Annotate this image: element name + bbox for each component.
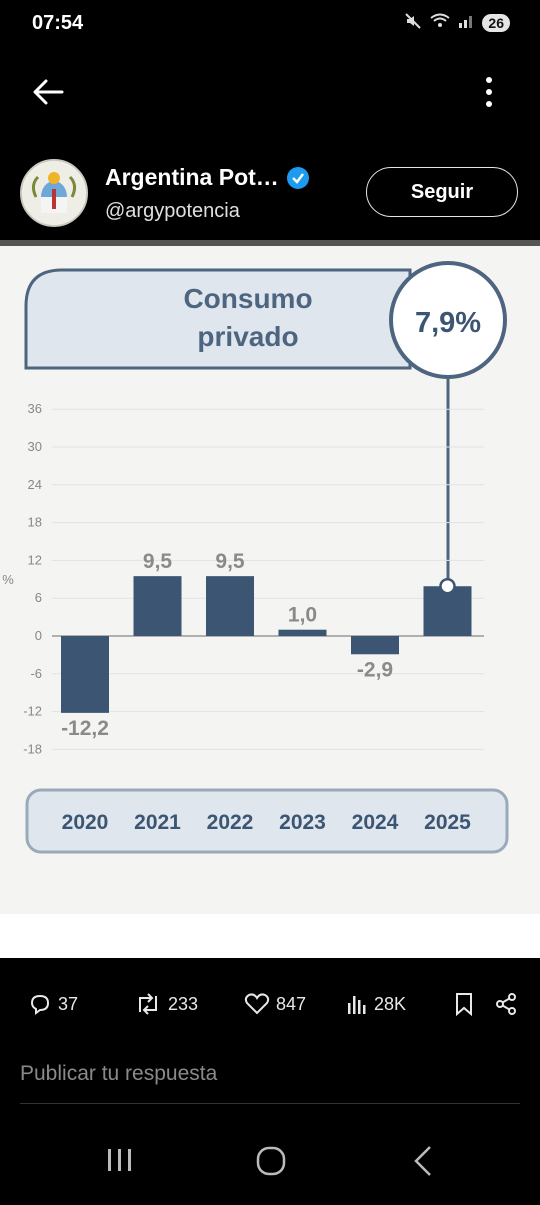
more-options-button[interactable]: [470, 72, 508, 112]
avatar[interactable]: [20, 159, 88, 227]
y-axis-label: %: [2, 572, 14, 587]
x-tick-label: 2024: [352, 811, 399, 834]
data-label-2021: 9,5: [143, 550, 173, 573]
author-handle[interactable]: @argypotencia: [105, 200, 240, 222]
author-name[interactable]: Argentina Pot…: [105, 164, 309, 191]
bookmark-button[interactable]: [454, 984, 474, 1024]
reply-icon: [30, 994, 50, 1015]
y-tick-label: 24: [28, 477, 42, 492]
post-image[interactable]: Consumo privado 7,9% 36 30 24 18 12 6 0 -6 -12 -1…: [0, 240, 540, 920]
status-time: 07:54: [32, 12, 84, 34]
more-dot-icon: [486, 77, 492, 83]
x-tick-label: 2022: [207, 811, 254, 834]
coat-of-arms-icon: [23, 162, 85, 224]
like-button[interactable]: 847: [244, 984, 306, 1024]
data-label-2022: 9,5: [215, 550, 245, 573]
views-count: 28K: [374, 993, 407, 1014]
post-actions: 37 233 847 28K: [0, 984, 540, 1024]
data-label-2023: 1,0: [288, 604, 317, 627]
highlight-value: 7,9%: [415, 307, 481, 339]
home-icon[interactable]: [256, 1146, 286, 1176]
highlight-circle: [389, 261, 507, 379]
follow-button[interactable]: Seguir: [366, 167, 518, 217]
y-tick-label: 6: [35, 590, 42, 605]
heart-icon: [244, 993, 270, 1015]
image-bottom-strip: [0, 914, 540, 958]
status-icons: 26: [404, 12, 510, 34]
y-tick-label: 36: [28, 401, 42, 416]
views-button[interactable]: 28K: [346, 984, 406, 1024]
y-tick-label: -6: [30, 666, 42, 681]
share-icon: [496, 993, 516, 1015]
bar-2024: [351, 636, 399, 655]
repost-button[interactable]: 233: [134, 984, 198, 1024]
x-axis-panel: [25, 788, 509, 854]
data-label-2020: -12,2: [61, 717, 109, 740]
bar-2025: [423, 586, 472, 636]
y-tick-label: 0: [35, 628, 42, 643]
y-tick-label: 30: [28, 439, 42, 454]
share-button[interactable]: [494, 984, 518, 1024]
x-tick-label: 2025: [424, 811, 471, 834]
reply-count: 37: [58, 993, 79, 1014]
bookmark-icon: [456, 993, 472, 1016]
reply-divider: [20, 1103, 520, 1104]
x-tick-label: 2023: [279, 811, 326, 834]
reply-button[interactable]: 37: [28, 984, 78, 1024]
title-banner: [24, 268, 412, 370]
repost-count: 233: [168, 993, 199, 1014]
nav-back-icon[interactable]: [414, 1146, 431, 1176]
bar-2022: [206, 576, 254, 636]
more-dot-icon: [486, 101, 492, 107]
mute-icon: [404, 12, 422, 34]
image-border: [0, 240, 540, 246]
data-label-2024: -2,9: [357, 658, 393, 681]
chart-title-line-2: privado: [197, 321, 298, 352]
bar-2020: [61, 636, 109, 713]
recent-apps-icon[interactable]: [108, 1149, 131, 1171]
highlight-marker: [439, 577, 456, 595]
bar-2023: [278, 629, 327, 636]
back-button[interactable]: [28, 74, 68, 110]
y-tick-label: 18: [28, 515, 42, 530]
x-tick-label: 2020: [62, 811, 109, 834]
back-arrow-icon: [33, 79, 64, 105]
y-tick-label: -12: [23, 704, 42, 719]
verified-badge-icon: [286, 166, 309, 189]
repost-icon: [139, 993, 157, 1015]
chart-title-line-1: Consumo: [183, 283, 312, 314]
x-tick-label: 2021: [134, 811, 181, 834]
views-icon: [348, 996, 366, 1014]
author-name-text[interactable]: Argentina Pot…: [105, 164, 279, 190]
reply-input[interactable]: Publicar tu respuesta: [20, 1062, 218, 1085]
y-tick-label: -18: [23, 741, 42, 756]
like-count: 847: [276, 993, 307, 1014]
consumo-chart: Consumo privado 7,9% 36 30 24 18 12 6 0 -6 -12 -1…: [2, 261, 509, 854]
y-tick-label: 12: [28, 552, 42, 567]
more-dot-icon: [486, 89, 492, 95]
battery-indicator: 26: [482, 14, 510, 32]
bar-2021: [133, 576, 182, 636]
signal-icon: [458, 13, 474, 33]
system-nav-bar: [0, 1130, 540, 1200]
wifi-icon: [430, 13, 451, 33]
